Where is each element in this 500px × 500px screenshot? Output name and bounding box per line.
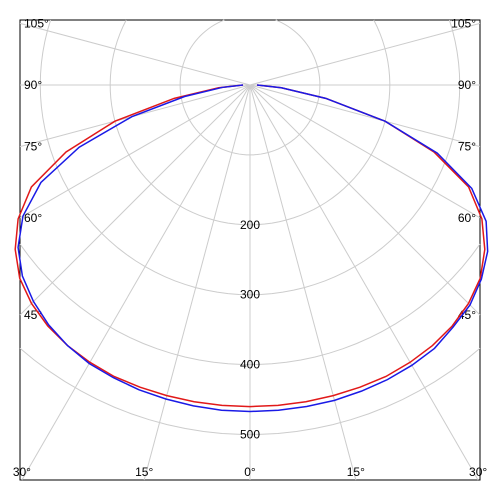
polar-photometric-chart: 30°30°45°45°60°60°75°75°90°90°105°105°0°… xyxy=(0,0,500,500)
angle-label: 0° xyxy=(244,465,256,479)
angle-label: 105° xyxy=(451,16,476,30)
angle-label: 15° xyxy=(135,465,153,479)
angle-label: 105° xyxy=(24,16,49,30)
angle-label: 75° xyxy=(24,140,42,154)
radial-label: 200 xyxy=(240,218,260,232)
angle-label: 75° xyxy=(458,140,476,154)
angle-label: 30° xyxy=(13,465,31,479)
angle-label: 30° xyxy=(469,465,487,479)
angle-label: 60° xyxy=(24,211,42,225)
angle-label: 90° xyxy=(24,78,42,92)
radial-label: 300 xyxy=(240,288,260,302)
angle-label: 15° xyxy=(347,465,365,479)
angle-label: 60° xyxy=(458,211,476,225)
radial-label: 400 xyxy=(240,358,260,372)
radial-label: 500 xyxy=(240,428,260,442)
angle-label: 90° xyxy=(458,78,476,92)
